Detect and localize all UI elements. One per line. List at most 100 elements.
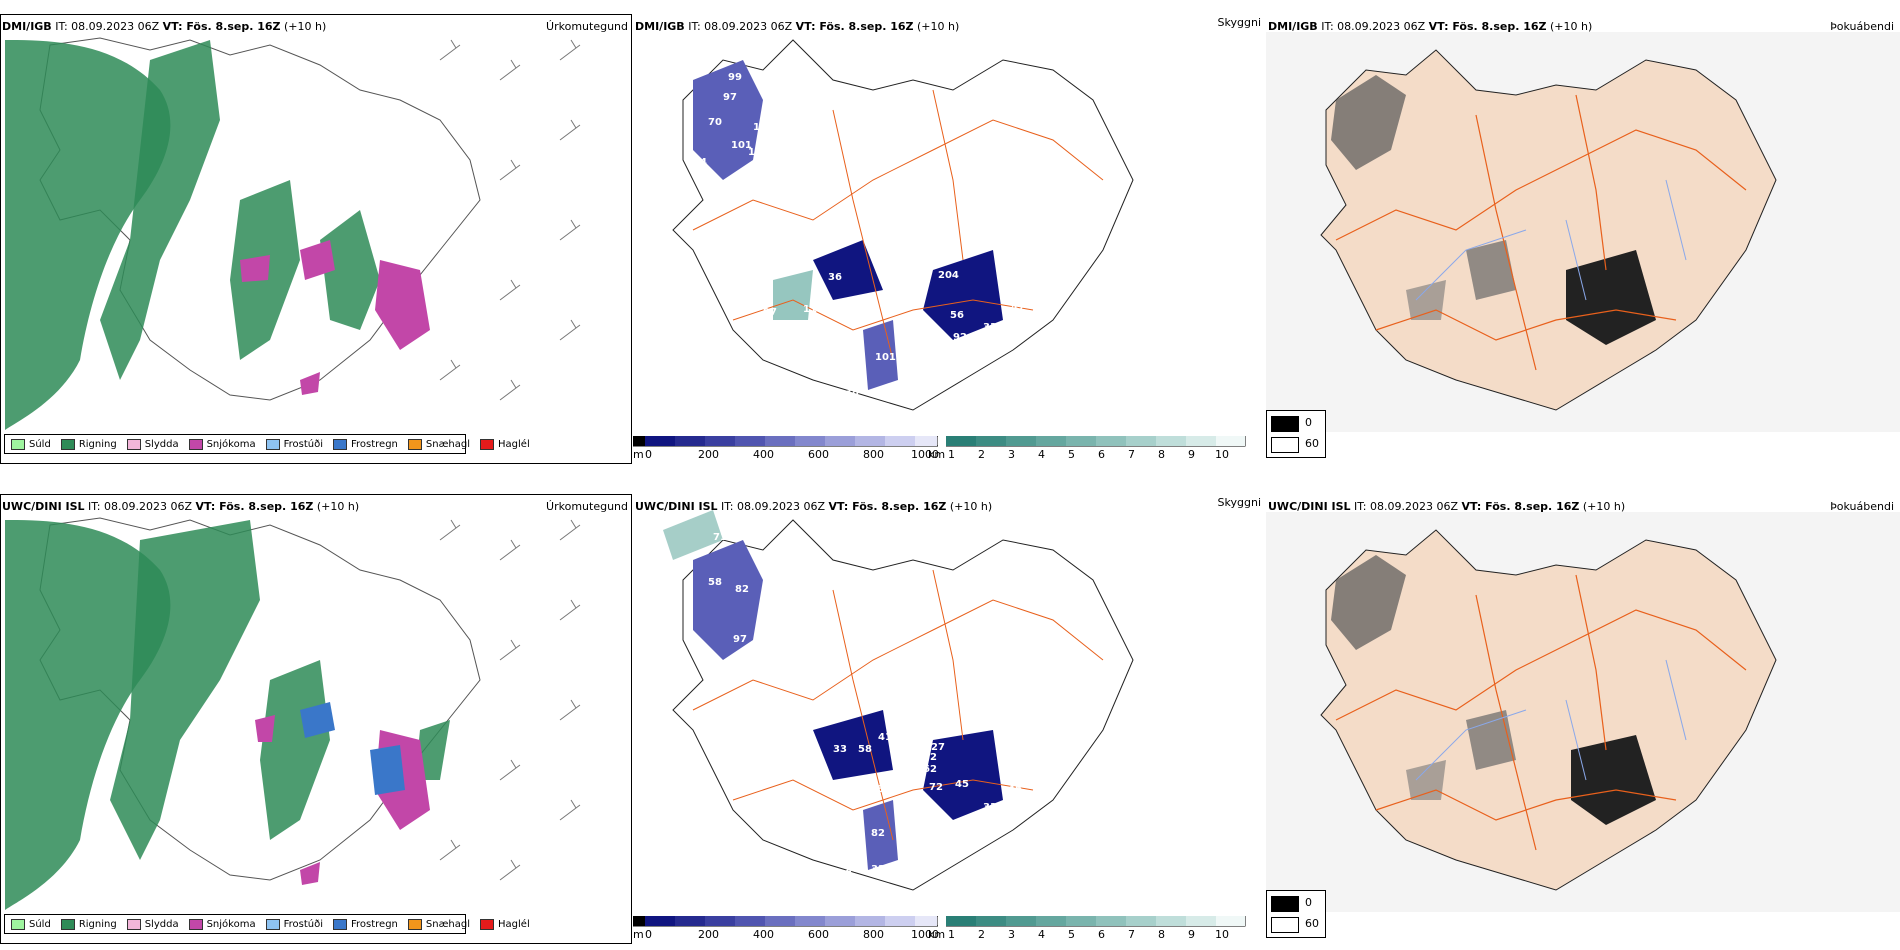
legend-label: Frostregn [351, 918, 398, 930]
visibility-tick: 10 [1215, 448, 1229, 461]
cloud-value: 47 [1011, 302, 1025, 313]
cloud-value: 41 [847, 844, 861, 855]
title-model: UWC/DINI ISL [635, 500, 718, 513]
cloud-value: 27 [931, 742, 945, 753]
legend-label: Haglél [498, 918, 530, 930]
title-model: UWC/DINI ISL [2, 500, 85, 513]
fog-panel-top: DMI/IGB IT: 08.09.2023 06Z VT: Fös. 8.se… [1266, 0, 1900, 450]
legend-item: Frostúði [265, 438, 323, 450]
legend-item: Haglél [480, 918, 530, 930]
title-it: IT: 08.09.2023 06Z [688, 20, 793, 33]
cloud-value: 54 [693, 157, 707, 168]
cloud-value: 97 [733, 634, 747, 645]
cloudbase-tick: 1000 [911, 448, 939, 461]
fog-legend-max: 60 [1305, 917, 1319, 930]
cloud-value: 61 [718, 197, 732, 208]
cloud-value: 79 [1041, 267, 1055, 278]
cloudbase-bar [633, 916, 938, 927]
cloud-value: 54 [748, 177, 762, 188]
cloud-value: 33 [983, 802, 997, 813]
cloud-value: 55 [850, 368, 864, 379]
cloud-value: 83 [763, 242, 777, 253]
title-vt: VT: Fös. 8.sep. 16Z [195, 500, 314, 513]
cloud-value: 11 [748, 147, 762, 158]
cloudbase-tick: 400 [753, 448, 774, 461]
visibility-tick: 2 [978, 928, 985, 941]
cloud-value: 75 [753, 284, 767, 295]
title-vt: VT: Fös. 8.sep. 16Z [1428, 20, 1547, 33]
visibility-colorbar: km 1 2 3 4 5 6 7 8 9 10 [928, 436, 1246, 461]
cloud-value: 33 [983, 322, 997, 333]
precip-map-top [5, 37, 581, 430]
visibility-tick: 9 [1188, 928, 1195, 941]
legend-swatch [480, 918, 495, 930]
legend-swatch [188, 918, 203, 930]
fog-legend-min-swatch [1271, 416, 1299, 432]
legend-swatch [407, 438, 422, 450]
precip-panel-top: DMI/IGB IT: 08.09.2023 06Z VT: Fös. 8.se… [0, 0, 632, 464]
cloud-value: 52 [923, 752, 937, 763]
cloudbase-tick: 200 [698, 928, 719, 941]
cloud-value: 39 [871, 388, 885, 399]
cloud-value: 48 [728, 764, 742, 775]
legend-label: Slydda [144, 918, 179, 930]
legend-swatch [11, 438, 25, 450]
cloudbase-tick: 1000 [911, 928, 939, 941]
visibility-bar [946, 916, 1246, 927]
precip-label: Úrkomutegund [546, 500, 628, 513]
cloud-value: 70 [708, 117, 722, 128]
legend-swatch [188, 438, 203, 450]
legend-swatch [126, 438, 141, 450]
cloud-value: 33 [833, 744, 847, 755]
title-model: DMI/IGB [635, 20, 685, 33]
visibility-tick: 2 [978, 448, 985, 461]
cloud-value: 168 [863, 784, 884, 795]
precip-panel-bottom: UWC/DINI ISL IT: 08.09.2023 06Z VT: Fös.… [0, 480, 632, 944]
cloudbase-tick: 400 [753, 928, 774, 941]
title-model: UWC/DINI ISL [1268, 500, 1351, 513]
title-vt: VT: Fös. 8.sep. 16Z [1461, 500, 1580, 513]
cloud-value: 95 [778, 227, 792, 238]
visibility-unit: km [928, 448, 946, 461]
cloud-value: 36 [828, 272, 842, 283]
panel-title: DMI/IGB IT: 08.09.2023 06Z VT: Fös. 8.se… [2, 20, 326, 33]
legend-item: Frostregn [333, 918, 398, 930]
title-lead: (+10 h) [316, 500, 360, 513]
cloud-value: 97 [723, 92, 737, 103]
cloud-value: 97 [763, 307, 777, 318]
fog-legend-bottom: 0 60 [1266, 890, 1326, 938]
cloud-value: 59 [893, 152, 907, 163]
cloud-value: 71 [713, 532, 727, 543]
legend-label: Snæhagl [425, 918, 471, 930]
cloud-value: 47 [728, 784, 742, 795]
cloud-map-bottom: 71 58 82 105 97 56 51 81 33 41 58 48 77 … [663, 510, 1134, 891]
cloud-label: Skyggni [1217, 496, 1261, 509]
visibility-tick: 7 [1128, 448, 1135, 461]
title-lead: (+10 h) [949, 500, 993, 513]
fog-map-top [1266, 32, 1900, 432]
fog-legend-min-swatch [1271, 896, 1299, 912]
cloud-value: 85 [848, 344, 862, 355]
cloud-map-top: 99 97 70 101 11 158 54 53 83 61 54 59 95… [672, 39, 1134, 411]
cloud-value: 62 [923, 764, 937, 775]
panel-title: DMI/IGB IT: 08.09.2023 06Z VT: Fös. 8.se… [635, 20, 959, 33]
precip-frame [0, 494, 632, 944]
title-it: IT: 08.09.2023 06Z [1321, 20, 1426, 33]
visibility-tick: 1 [948, 448, 955, 461]
visibility-tick: 6 [1098, 928, 1105, 941]
visibility-tick: 1 [948, 928, 955, 941]
cloud-value: 46 [1008, 784, 1022, 795]
legend-label: Haglél [498, 438, 530, 450]
cloud-value: 33 [988, 340, 1002, 351]
legend-swatch [60, 438, 75, 450]
legend-item: Súld [11, 918, 51, 930]
cloud-value: 55 [1026, 315, 1040, 326]
fog-label: Þokuábendi [1830, 500, 1894, 513]
legend-label: Súld [29, 438, 51, 450]
legend-swatch [265, 438, 280, 450]
cloudbase-tick: 600 [808, 928, 829, 941]
cloud-value: 58 [858, 744, 872, 755]
cloudbase-unit: m [633, 448, 644, 461]
cloud-value: 31 [983, 818, 997, 829]
cloud-panel-top: 99 97 70 101 11 158 54 53 83 61 54 59 95… [633, 0, 1265, 461]
